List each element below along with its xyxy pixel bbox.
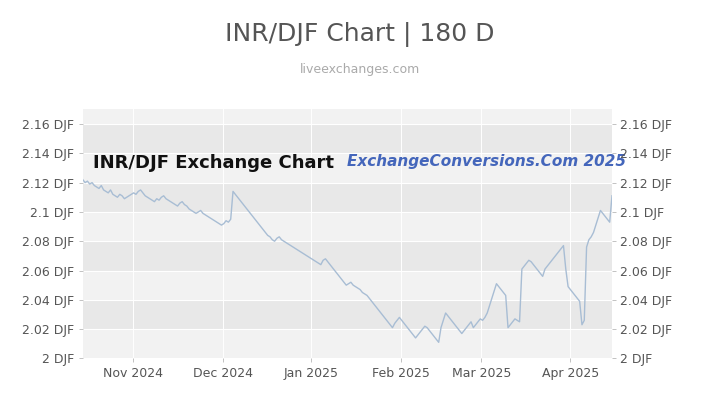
- Text: liveexchanges.com: liveexchanges.com: [300, 63, 420, 76]
- Text: INR/DJF Exchange Chart: INR/DJF Exchange Chart: [94, 154, 334, 172]
- Bar: [83, 212, 612, 241]
- Bar: [83, 124, 612, 153]
- Text: INR/DJF Chart | 180 D: INR/DJF Chart | 180 D: [225, 22, 495, 47]
- Bar: [83, 109, 612, 124]
- Bar: [83, 300, 612, 329]
- Bar: [83, 241, 612, 271]
- Bar: [83, 271, 612, 300]
- Bar: [83, 329, 612, 358]
- Text: ExchangeConversions.Com 2025: ExchangeConversions.Com 2025: [348, 154, 626, 169]
- Bar: [83, 183, 612, 212]
- Bar: [83, 153, 612, 183]
